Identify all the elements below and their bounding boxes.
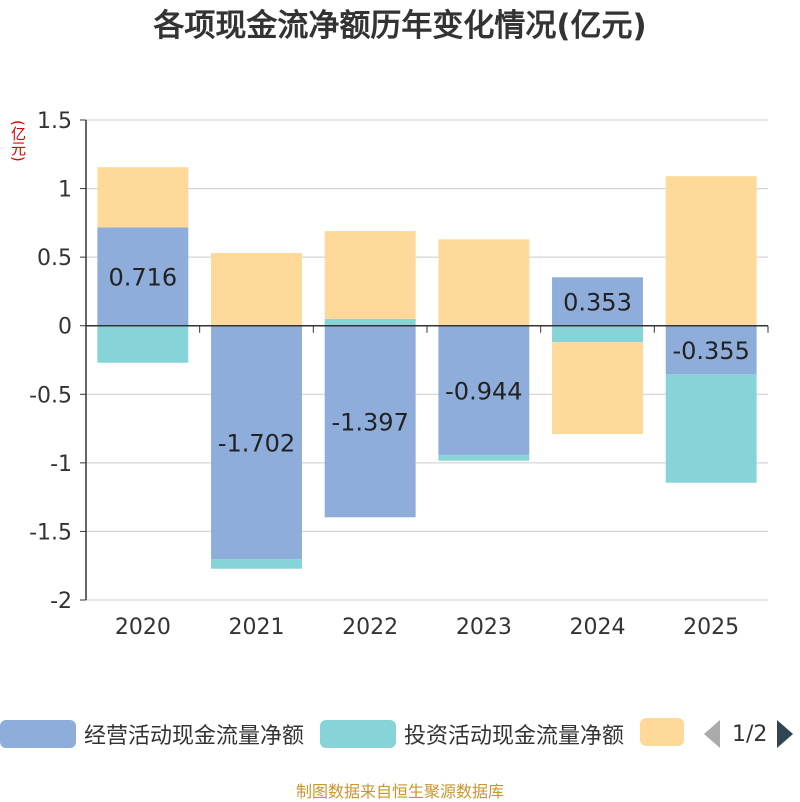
y-tick-label: -2 <box>50 589 72 614</box>
legend-label-investing: 投资活动现金流量净额 <box>404 724 625 749</box>
bar-2025-s0[interactable] <box>665 325 757 375</box>
x-tick-label-2023: 2023 <box>456 615 512 640</box>
chart-title: 各项现金流净额历年变化情况(亿元) <box>153 8 647 44</box>
tick-labels: 1.5 1 0.5 0 -0.5 -1 -1.5 -2 2020 2021 2022 2023 2024… <box>29 109 739 640</box>
y-axis-unit: (亿元) <box>8 120 38 180</box>
legend-swatch-operating <box>0 720 76 748</box>
legend-pager: 1/2 <box>704 720 794 748</box>
legend-swatch-financing <box>640 718 684 746</box>
y-axis-unit-label: (亿元) <box>9 120 27 162</box>
y-tick-label: 1 <box>58 178 72 203</box>
bar-2023-s2[interactable] <box>438 239 530 326</box>
bar-2025-s1[interactable] <box>665 374 757 483</box>
y-tick-label: -1 <box>50 452 72 477</box>
bar-2024-s0[interactable] <box>552 277 643 326</box>
data-label-2021: -1.702 <box>218 429 295 457</box>
bar-2022-s1[interactable] <box>324 318 416 326</box>
x-tick-label-2025: 2025 <box>683 615 739 640</box>
legend-item-investing[interactable]: 投资活动现金流量净额 <box>320 718 624 750</box>
bar-2022-s0[interactable] <box>324 325 416 518</box>
x-tick-label-2022: 2022 <box>342 615 398 640</box>
legend-next-page-icon[interactable] <box>777 720 794 748</box>
grid-lines <box>86 119 768 601</box>
axes <box>80 119 769 601</box>
legend-prev-page-icon[interactable] <box>704 720 720 748</box>
y-tick-label: -0.5 <box>29 383 72 408</box>
legend-swatch-investing <box>320 720 396 748</box>
data-labels: 0.716 -1.702 -1.397 -0.944 0.353 -0.355 <box>108 264 749 458</box>
source-note: 制图数据来自恒生聚源数据库 <box>295 782 504 801</box>
legend: 经营活动现金流量净额 投资活动现金流量净额 1/2 <box>0 712 800 756</box>
data-label-2025: -0.355 <box>672 337 749 365</box>
bar-2025-s2[interactable] <box>665 176 757 326</box>
data-label-2023: -0.944 <box>445 377 522 405</box>
legend-page-indicator: 1/2 <box>732 721 768 747</box>
x-tick-label-2024: 2024 <box>570 615 626 640</box>
y-tick-label: -1.5 <box>29 520 72 545</box>
bar-group <box>97 167 757 569</box>
bar-2021-s0[interactable] <box>211 325 302 560</box>
bar-2020-s2[interactable] <box>97 167 189 228</box>
bar-2024-s2[interactable] <box>552 342 643 435</box>
bar-2023-s0[interactable] <box>438 325 530 456</box>
data-label-2022: -1.397 <box>331 409 408 437</box>
data-label-2024: 0.353 <box>563 289 632 317</box>
bar-2024-s1[interactable] <box>552 325 643 343</box>
legend-label-operating: 经营活动现金流量净额 <box>84 724 305 749</box>
bar-2020-s0[interactable] <box>97 227 189 326</box>
bar-2022-s2[interactable] <box>324 231 416 319</box>
y-tick-label: 0.5 <box>37 246 72 271</box>
bar-2020-s1[interactable] <box>97 325 189 363</box>
x-tick-label-2021: 2021 <box>229 615 285 640</box>
bar-2021-s2[interactable] <box>211 253 302 326</box>
bar-2021-s1[interactable] <box>211 559 302 569</box>
legend-item-operating[interactable]: 经营活动现金流量净额 <box>0 718 304 750</box>
x-tick-label-2020: 2020 <box>115 615 171 640</box>
y-tick-label: 0 <box>58 315 72 340</box>
data-label-2020: 0.716 <box>108 264 177 292</box>
legend-item-financing[interactable] <box>640 718 684 746</box>
chart-canvas: 1.5 1 0.5 0 -0.5 -1 -1.5 -2 2020 2021 2022 2023 2024… <box>29 109 769 640</box>
y-tick-label: 1.5 <box>37 109 72 134</box>
bar-2023-s1[interactable] <box>438 455 530 461</box>
